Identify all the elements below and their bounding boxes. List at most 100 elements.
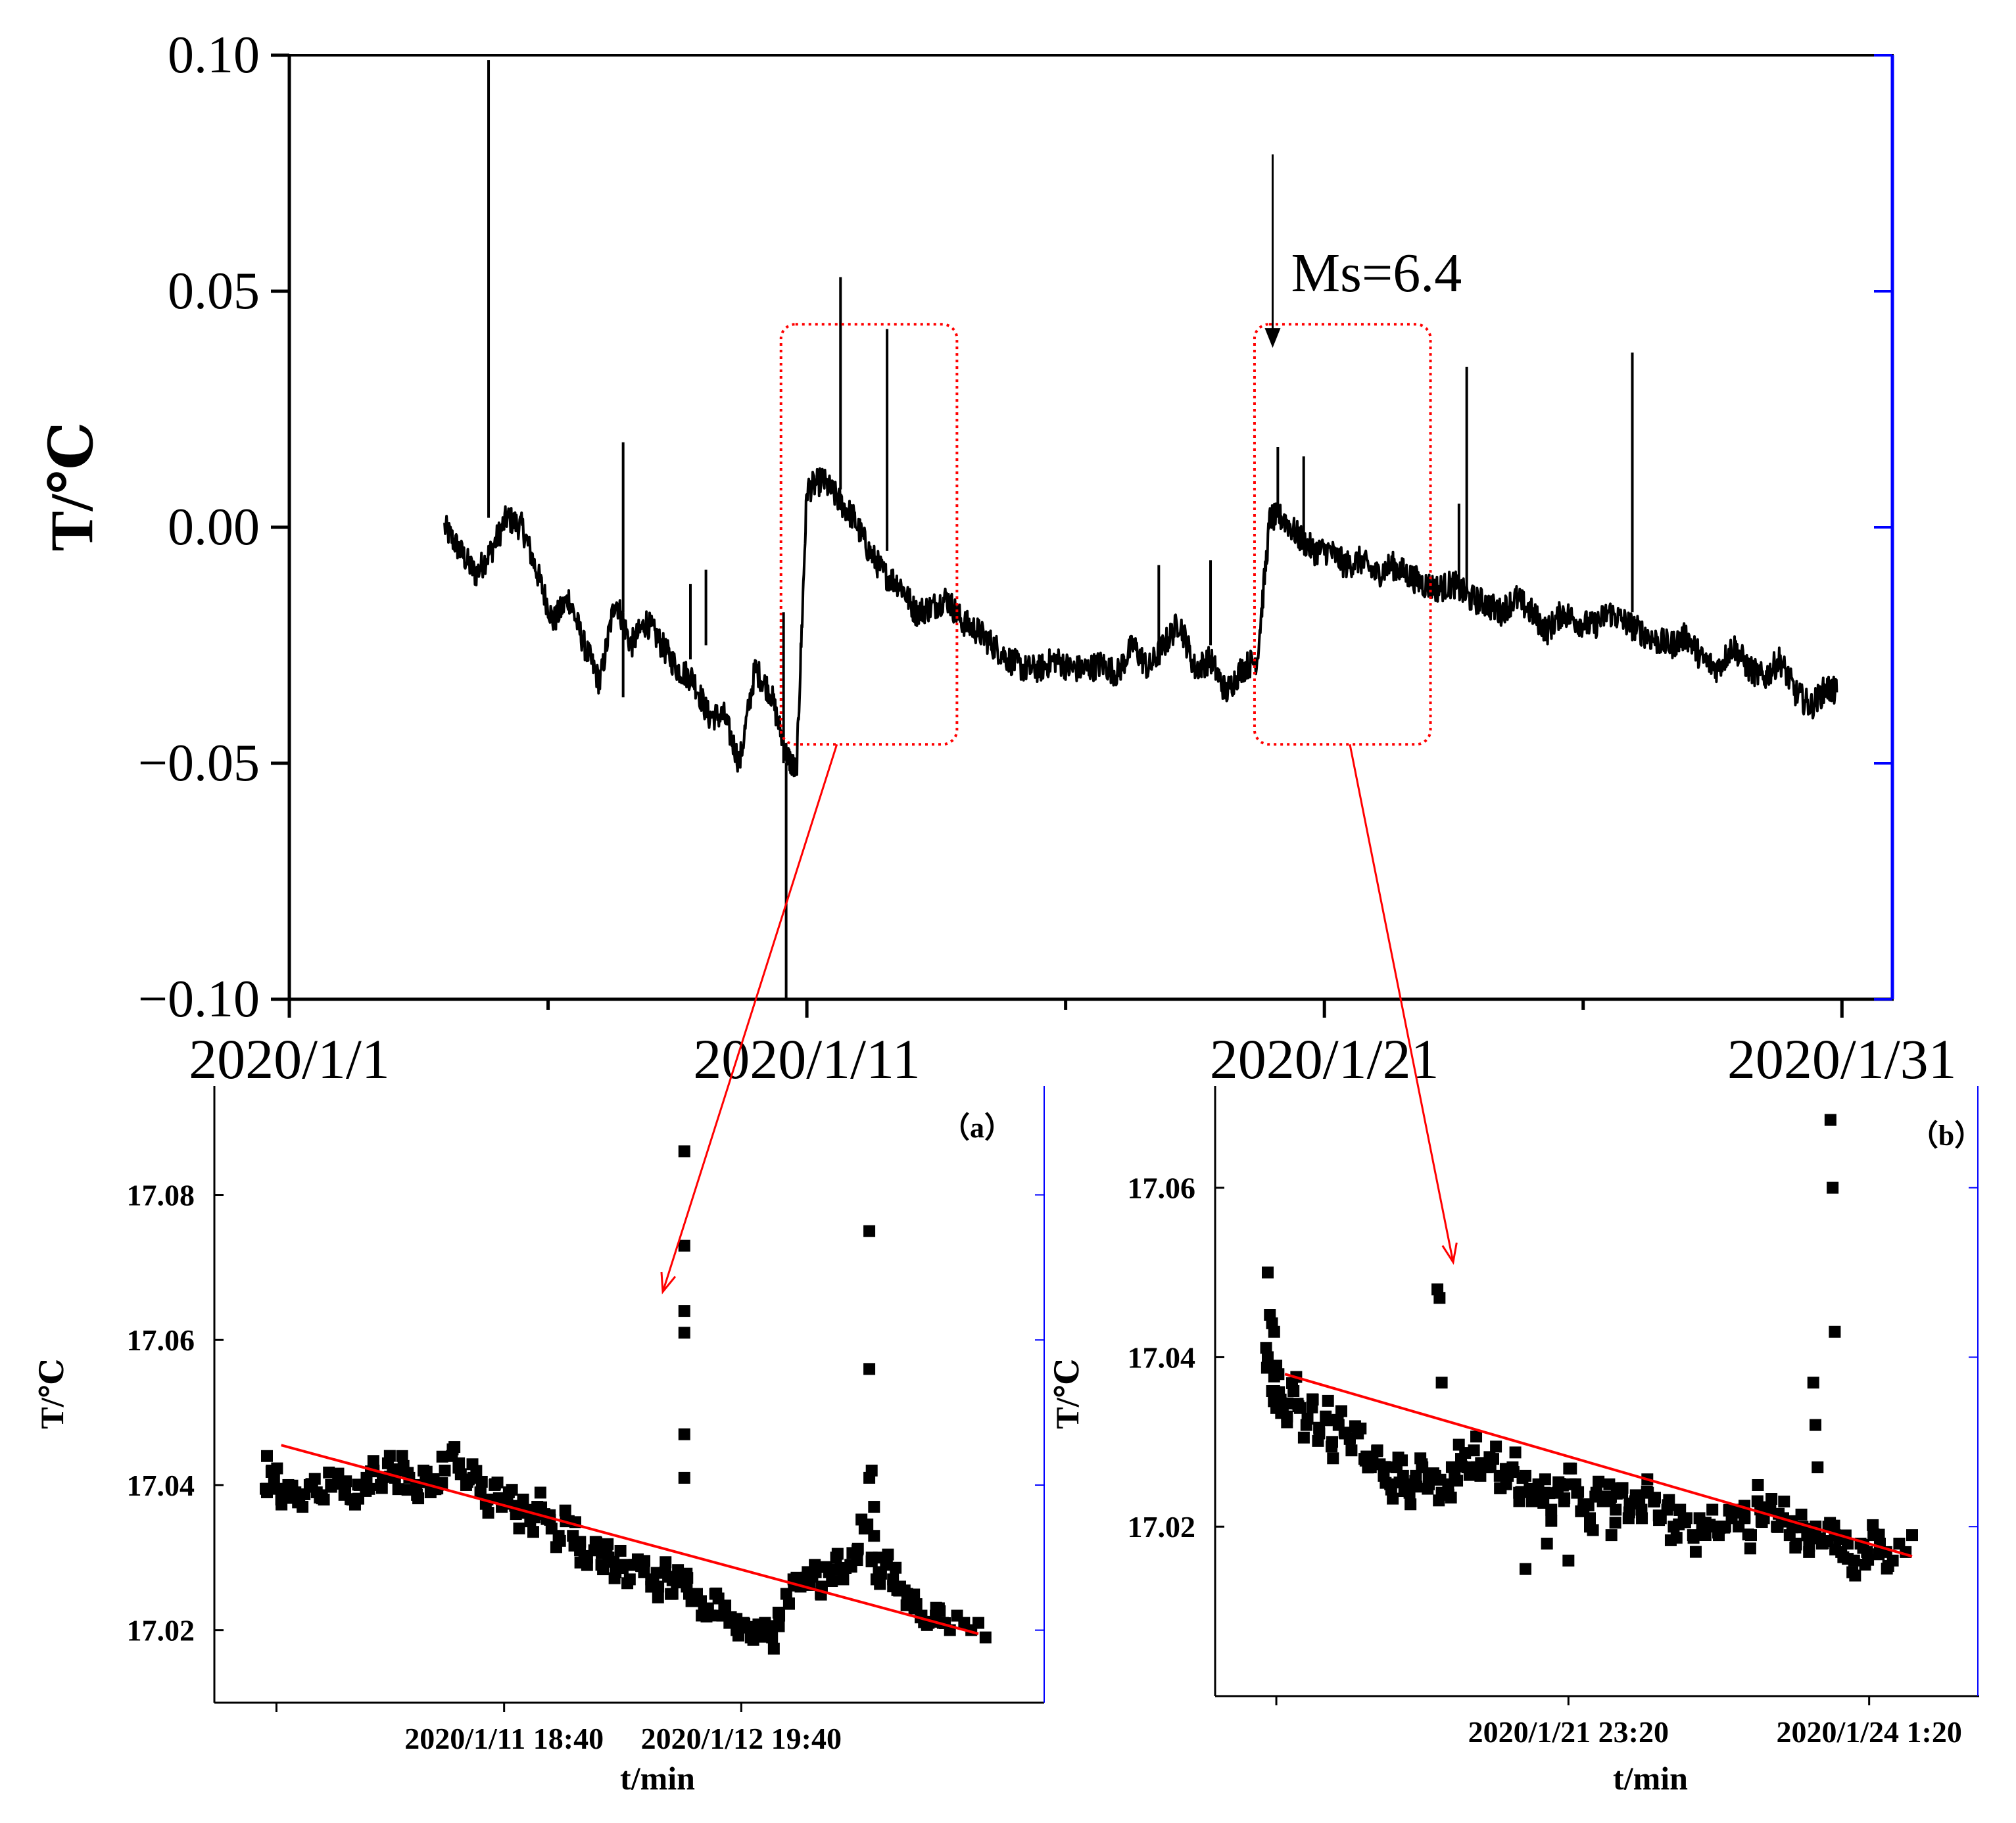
a-data-point: [826, 1575, 838, 1588]
inset-a-x-axis-label: t/min: [620, 1760, 695, 1797]
a-data-point: [671, 1576, 683, 1589]
b-data-point: [1292, 1400, 1305, 1413]
a-data-point: [506, 1484, 518, 1496]
b-data-point: [1718, 1521, 1731, 1534]
b-data-point: [1670, 1532, 1683, 1544]
a-data-point: [534, 1486, 546, 1499]
main-x-tick-label: 2020/1/31: [1727, 1028, 1957, 1091]
inset-b-chart: 17.02 17.04 17.06 2020/1/21 23:20 2020/1/24…: [1049, 1086, 1983, 1797]
b-data-point: [1297, 1431, 1310, 1444]
a-data-point: [910, 1598, 923, 1611]
b-data-point: [1795, 1508, 1808, 1521]
b-data-point: [1829, 1325, 1841, 1338]
b-data-point: [1603, 1478, 1616, 1490]
b-data-point: [1824, 1114, 1836, 1126]
a-trend-line: [281, 1444, 979, 1636]
b-data-point: [1282, 1397, 1294, 1409]
a-data-point: [439, 1464, 451, 1477]
b-data-point: [1409, 1475, 1422, 1487]
b-data-point: [1268, 1370, 1280, 1383]
main-y-ticks: −0.10 −0.05 0.00 0.05 0.10: [138, 26, 1892, 1028]
inset-b-plot-area: [1260, 1114, 1918, 1582]
b-data-point: [1435, 1377, 1448, 1389]
a-data-point: [645, 1580, 658, 1593]
connector-arrow-b: [1349, 744, 1454, 1263]
b-data-point: [1803, 1540, 1815, 1552]
b-data-point: [1445, 1491, 1457, 1503]
b-data-point: [1906, 1529, 1918, 1542]
a-data-point: [875, 1567, 887, 1580]
b-data-point: [1307, 1393, 1319, 1406]
a-data-point: [772, 1606, 784, 1619]
a-data-point: [286, 1479, 299, 1492]
a-data-point: [719, 1599, 732, 1612]
a-data-point: [782, 1597, 795, 1609]
b-data-point: [1434, 1473, 1447, 1486]
b-data-point: [1849, 1569, 1861, 1582]
b-data-point: [1268, 1395, 1280, 1408]
b-data-point: [1662, 1499, 1674, 1511]
a-data-point: [837, 1573, 850, 1586]
a-data-point: [448, 1441, 461, 1454]
a-data-point: [589, 1536, 602, 1548]
b-data-point: [1857, 1542, 1869, 1554]
b-data-point: [1810, 1419, 1821, 1431]
a-data-point: [261, 1450, 273, 1462]
b-data-point: [1301, 1412, 1314, 1425]
b-data-point: [1742, 1528, 1754, 1541]
a-y-tick-label: 17.04: [127, 1469, 195, 1502]
b-data-point: [1605, 1529, 1618, 1542]
a-data-point: [678, 1145, 690, 1158]
b-data-point: [1562, 1554, 1575, 1567]
b-y-tick-label: 17.06: [1128, 1172, 1196, 1205]
a-data-point: [527, 1526, 539, 1538]
b-data-point: [1371, 1445, 1383, 1457]
inset-b-panel-label: （b）: [1909, 1120, 1983, 1152]
a-data-point: [614, 1544, 627, 1557]
b-data-point: [1262, 1266, 1274, 1279]
a-data-point: [890, 1561, 902, 1574]
b-data-point: [1327, 1452, 1339, 1465]
b-data-point: [1345, 1444, 1358, 1457]
a-data-point: [411, 1488, 423, 1501]
a-data-point: [820, 1561, 832, 1573]
a-data-point: [550, 1541, 562, 1553]
b-data-point: [1807, 1377, 1819, 1389]
a-data-point: [574, 1536, 587, 1548]
a-data-point: [559, 1504, 571, 1517]
b-data-point: [1739, 1511, 1751, 1523]
b-data-point: [1509, 1446, 1522, 1459]
a-y-tick-label: 17.02: [127, 1614, 195, 1647]
b-data-point: [1744, 1542, 1756, 1555]
main-plot-area: [443, 60, 1838, 999]
inset-b-y-ticks: 17.02 17.04 17.06: [1128, 1172, 1978, 1544]
a-data-point: [652, 1591, 664, 1603]
b-data-point: [1445, 1461, 1458, 1473]
highlight-boxes: [779, 323, 1432, 746]
b-data-point: [1275, 1407, 1287, 1419]
b-x-tick-label: 2020/1/24 1:20: [1776, 1715, 1961, 1749]
a-data-point: [834, 1563, 847, 1575]
a-data-point: [272, 1482, 285, 1495]
b-data-point: [1543, 1487, 1556, 1500]
b-data-point: [1459, 1447, 1472, 1459]
main-y-tick-label: 0.10: [168, 26, 260, 84]
a-data-point: [863, 1363, 876, 1375]
a-data-point: [602, 1538, 614, 1550]
a-data-point: [681, 1567, 693, 1580]
b-data-point: [1516, 1472, 1529, 1484]
b-data-point: [1281, 1416, 1293, 1429]
b-data-point: [1593, 1475, 1605, 1488]
a-data-point: [852, 1542, 864, 1555]
b-data-point: [1273, 1386, 1285, 1398]
a-data-point: [363, 1482, 375, 1495]
a-data-point: [396, 1450, 408, 1462]
a-data-point: [375, 1482, 388, 1494]
inset-b-y-axis-label: T/℃: [1049, 1358, 1086, 1429]
b-data-point: [1362, 1461, 1374, 1474]
b-data-point: [1433, 1292, 1446, 1304]
annotation-ms-label: Ms=6.4: [1291, 243, 1462, 304]
b-y-tick-label: 17.04: [1128, 1340, 1196, 1374]
b-data-point: [1470, 1431, 1483, 1443]
